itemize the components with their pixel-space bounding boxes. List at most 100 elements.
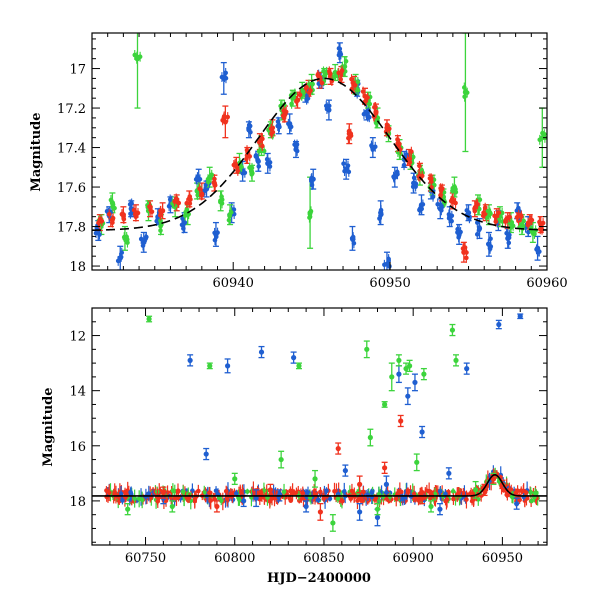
green-point: [367, 434, 373, 441]
red-point: [348, 131, 354, 137]
band-point: [196, 488, 201, 494]
green-point: [207, 363, 213, 369]
blue-point: [225, 363, 231, 369]
band-point: [318, 489, 323, 495]
red-point: [147, 204, 152, 210]
red-point: [187, 201, 193, 206]
green-point: [464, 90, 470, 95]
red-point: [304, 84, 309, 90]
red-point: [419, 495, 425, 501]
green-point: [261, 148, 267, 154]
red-point: [317, 509, 323, 515]
band-point: [120, 498, 125, 503]
bottom-plot-frame: [91, 307, 548, 546]
green-point: [488, 211, 493, 217]
blue-point: [253, 154, 259, 159]
blue-point: [410, 184, 416, 190]
green-point: [428, 503, 434, 510]
red-point: [119, 212, 125, 217]
green-point: [541, 131, 547, 137]
blue-point: [187, 357, 193, 363]
blue-point: [341, 161, 346, 166]
red-point: [260, 143, 265, 149]
red-point: [231, 162, 237, 168]
model-curve: [92, 473, 547, 497]
red-point: [450, 196, 455, 202]
green-point: [453, 357, 459, 363]
red-point: [319, 80, 325, 86]
green-point: [382, 401, 388, 408]
blue-point: [412, 379, 418, 386]
red-point: [472, 208, 478, 214]
red-point: [247, 154, 253, 159]
red-point: [525, 220, 531, 226]
green-point: [289, 101, 294, 107]
blue-point: [446, 470, 452, 476]
blue-point: [248, 130, 253, 135]
band-point: [428, 489, 433, 495]
blue-point: [382, 262, 387, 268]
green-point: [256, 148, 262, 154]
red-point: [438, 188, 444, 193]
red-point: [503, 217, 509, 223]
red-point: [481, 210, 486, 216]
green-point: [403, 366, 409, 372]
band-point: [321, 496, 327, 501]
red-point: [316, 73, 321, 79]
blue-point: [357, 509, 363, 515]
band-point: [208, 498, 214, 503]
band-point: [335, 496, 341, 502]
green-point: [137, 54, 143, 60]
red-point: [373, 111, 379, 116]
blue-point: [446, 212, 452, 217]
top-plot-area: [92, 33, 547, 270]
green-point: [125, 506, 131, 512]
y-tick-label: 12: [69, 330, 86, 345]
green-point: [407, 363, 413, 369]
red-point: [349, 76, 354, 82]
blue-point: [309, 182, 315, 188]
blue-point: [246, 125, 251, 131]
blue-point: [485, 241, 491, 247]
red-point: [121, 216, 127, 222]
green-point: [364, 346, 370, 352]
red-point: [96, 220, 101, 226]
blue-point: [437, 506, 443, 512]
blue-point: [294, 142, 300, 147]
blue-point: [374, 514, 381, 521]
green-point: [169, 503, 175, 510]
bottom-plot-area: [92, 313, 547, 532]
red-point: [297, 92, 303, 98]
red-point: [529, 217, 535, 223]
band-point: [361, 489, 366, 495]
blue-point: [351, 240, 357, 246]
band-point: [528, 490, 534, 495]
green-point: [227, 213, 232, 219]
top-panel: 60940 60950 60960 17 17.2 17.4 17.6 17.8 18 Magn…: [29, 32, 568, 291]
red-point: [234, 165, 240, 170]
blue-point: [342, 467, 348, 474]
red-point: [221, 115, 227, 120]
blue-point: [507, 232, 512, 238]
top-axis-ticks: 60940 60950 60960 17 17.2 17.4 17.6 17.8 18: [57, 33, 568, 291]
green-point: [374, 506, 381, 512]
y-tick-label: 18: [69, 260, 86, 275]
green-point: [343, 58, 349, 64]
model-curve: [92, 77, 547, 231]
blue-point: [256, 164, 262, 169]
red-point: [335, 445, 341, 452]
red-point: [464, 250, 469, 255]
band-point: [316, 497, 321, 503]
y-tick-label: 17.4: [57, 142, 86, 157]
blue-point: [535, 249, 541, 255]
green-point: [146, 316, 152, 322]
red-point: [269, 131, 274, 136]
band-point: [529, 498, 534, 504]
x-tick-label: 60950: [369, 276, 410, 291]
red-point: [149, 209, 155, 215]
red-point: [494, 213, 500, 219]
green-point: [367, 101, 373, 107]
x-tick-label: 60900: [392, 551, 433, 566]
green-point: [521, 218, 527, 224]
